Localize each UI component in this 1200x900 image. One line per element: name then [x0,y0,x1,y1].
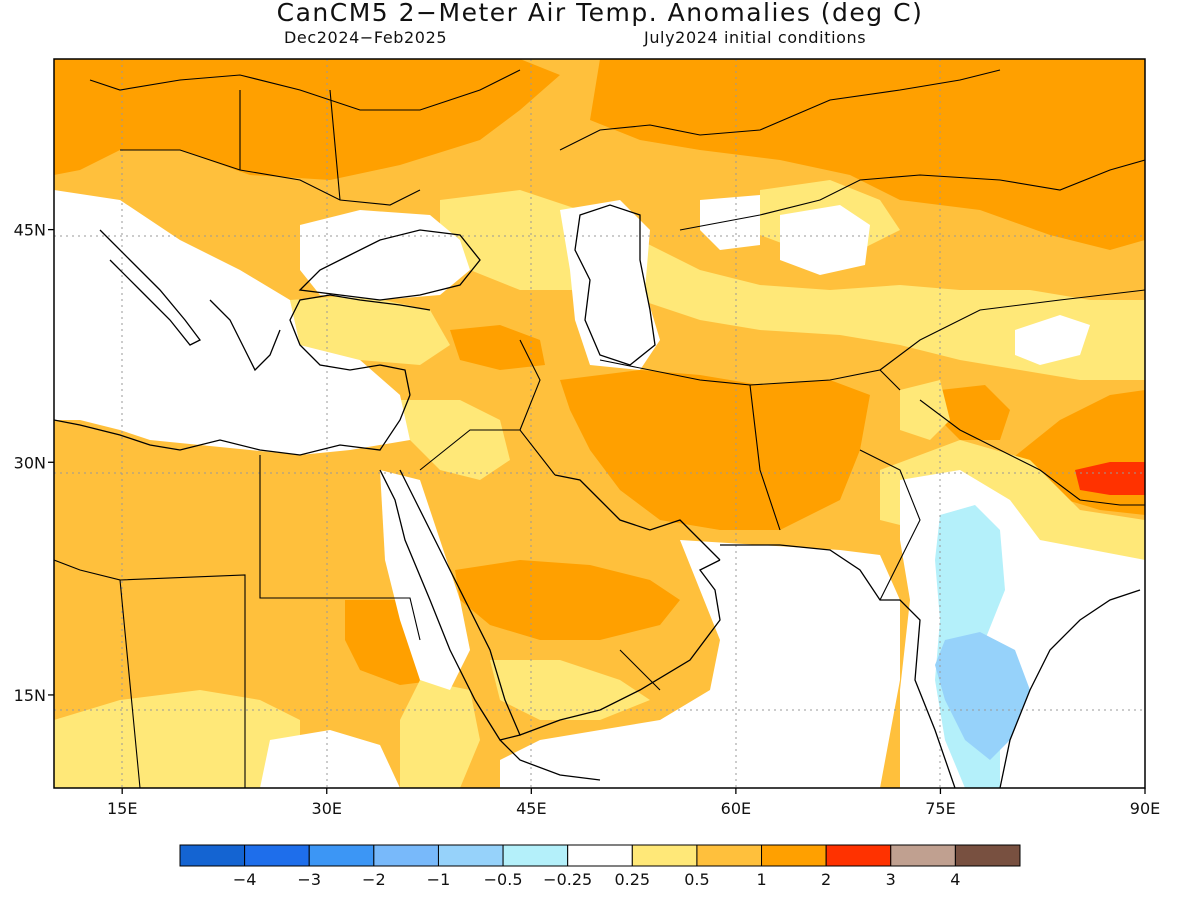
coast-black-sea [298,229,481,301]
coast-caspian [574,204,656,366]
anomaly-field [54,59,1145,788]
lon-tick-label: 15E [107,799,137,818]
initial-conditions: July2024 initial conditions [644,28,867,47]
colorbar: −4 −3 −2 −1 −0.5 −0.25 0.25 0.5 1 2 3 4 [179,844,1021,889]
coast-red-sea [379,469,521,741]
field-orange-turkey [450,325,545,370]
coast-north-africa [54,394,411,456]
lat-tick-label: 30N [14,453,46,472]
field-yellow-pakistan [900,380,950,440]
coast-pakistan-india [720,544,956,788]
colorbar-label: −2 [362,870,386,889]
colorbar-swatch [437,844,504,867]
field-white-red-sea [380,470,470,690]
field-white-china [1015,315,1090,365]
coast-levant-turkey [289,294,431,396]
colorbar-label: 0.5 [684,870,709,889]
field-red-hotspot [1075,462,1145,495]
colorbar-swatch [567,844,633,867]
colorbar-label: −0.5 [484,870,523,889]
field-yellow-east-africa [400,680,480,788]
lon-tick-label: 60E [721,799,751,818]
field-white-arabian-sea [500,540,900,788]
colorbar-label: 1 [756,870,766,889]
colorbar-swatch [244,844,310,867]
coast-arabia-south [519,559,721,736]
lon-tick-label: 30E [312,799,342,818]
coast-india-east [999,589,1141,788]
field-white-east-africa [260,730,400,788]
colorbar-swatch [502,844,569,867]
field-white-caspian [560,200,660,370]
field-blue-india [935,632,1030,760]
coast-greece [209,299,281,372]
lon-tick-label: 75E [925,799,955,818]
colorbar-label: 0.25 [614,870,650,889]
colorbar-swatch [890,844,956,867]
colorbar-label: 2 [821,870,831,889]
field-yellow-africa-south [54,690,300,788]
map-frame [53,58,1146,789]
field-orange-north-asia [590,59,1145,250]
lon-tick-label: 45E [516,799,546,818]
coast-italy [99,229,201,346]
lat-tick-label: 15N [14,686,46,705]
field-yellow-levant [400,400,510,480]
coast-east-africa [499,739,601,781]
field-white-mediterranean [54,190,410,455]
colorbar-label: 3 [886,870,896,889]
field-yellow-anatolia [290,295,450,365]
field-orange-central-asia [940,385,1010,440]
field-white-kazakh [780,205,870,275]
coast-persian-gulf [554,474,721,561]
colorbar-label: −1 [427,870,451,889]
lon-tick-label: 90E [1130,799,1160,818]
field-orange-iran-afghanistan [560,370,870,530]
colorbar-swatch [761,844,827,867]
forecast-period: Dec2024−Feb2025 [284,28,448,47]
colorbar-swatch [696,844,763,867]
colorbar-swatch [308,844,375,867]
colorbar-swatch [373,844,439,867]
colorbar-swatch [179,844,246,867]
coastlines [54,204,1141,788]
lat-tick-label: 45N [14,221,46,240]
map-title: CanCM5 2−Meter Air Temp. Anomalies (deg … [276,0,924,27]
colorbar-swatch [825,844,892,867]
country-borders [54,69,1145,788]
field-orange-arabia [455,560,680,640]
grid-lines [54,59,1145,788]
colorbar-label: −3 [297,870,321,889]
colorbar-label: 4 [950,870,960,889]
colorbar-swatch [954,844,1021,867]
colorbar-label: −0.25 [543,870,592,889]
field-white-black-sea [300,210,470,300]
colorbar-swatch [631,844,698,867]
colorbar-label: −4 [233,870,257,889]
axis-labels: 45N 30N 15N 15E 30E 45E 60E 75E 90E [14,221,1161,818]
